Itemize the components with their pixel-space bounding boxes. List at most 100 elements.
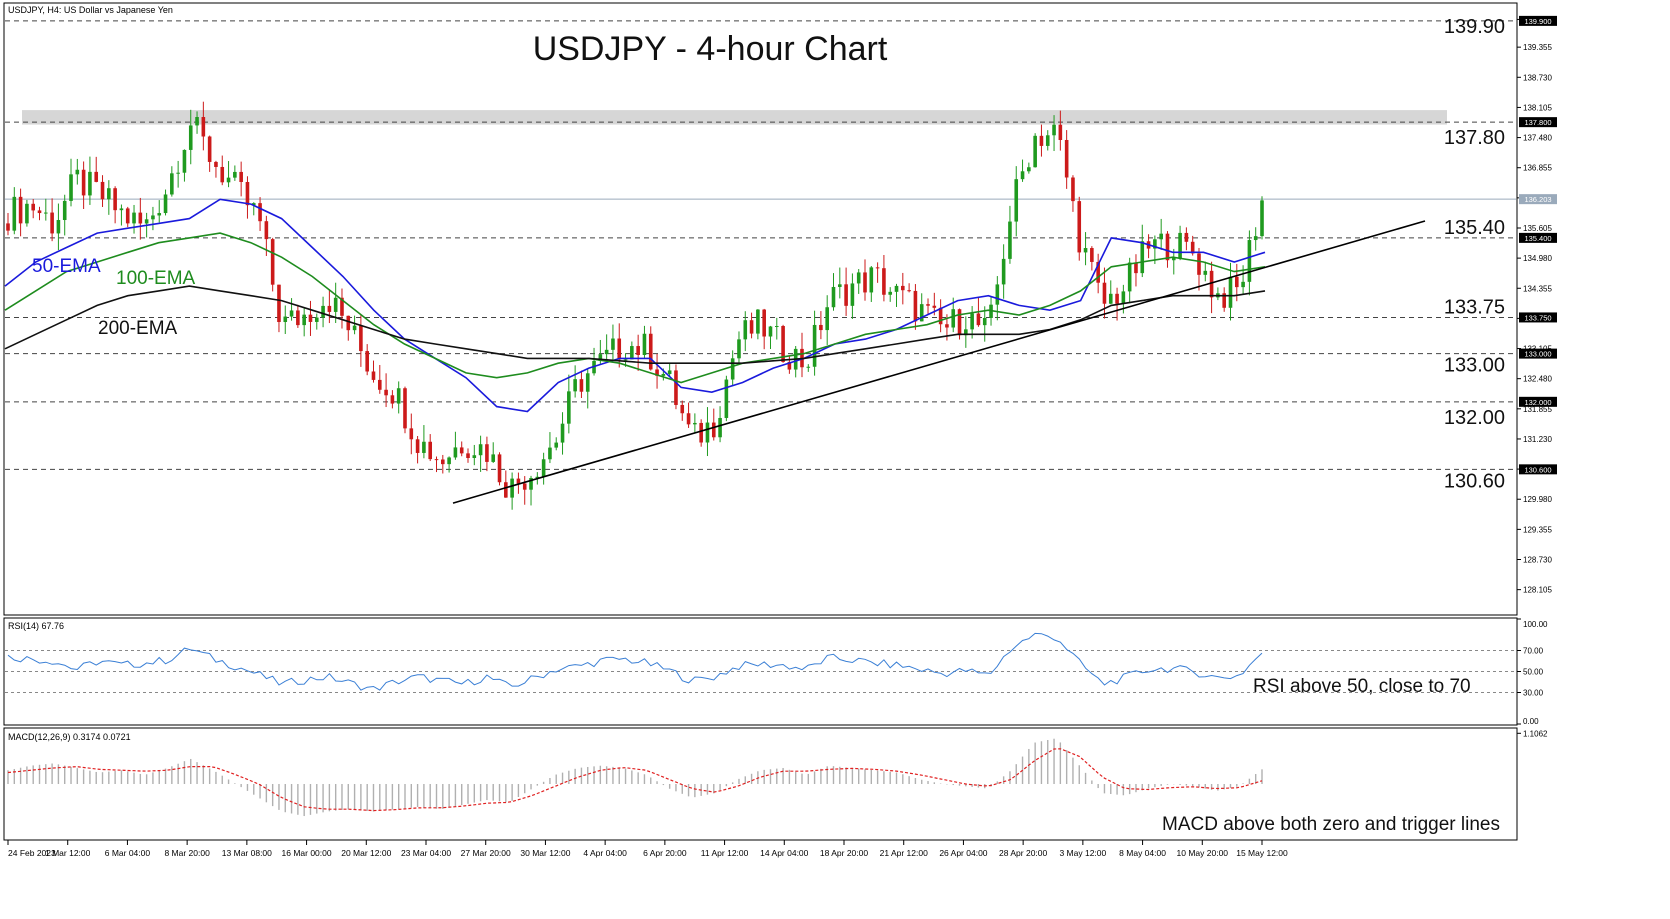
ema-line-0 <box>4 198 1266 413</box>
price-tick-label: 134.980 <box>1523 254 1552 263</box>
candle-body <box>636 346 640 355</box>
macd-panel-frame <box>3 727 1518 841</box>
candle-body <box>756 309 760 334</box>
candle-body <box>453 447 458 458</box>
x-tick-label: 18 Apr 20:00 <box>820 848 868 858</box>
candle-body <box>107 188 111 200</box>
price-tick-label: 137.480 <box>1523 134 1552 143</box>
candle-body <box>1077 201 1082 253</box>
candle-body <box>1184 232 1189 242</box>
x-tick-label: 24 Feb 2023 <box>8 848 56 858</box>
x-tick-label: 1 Mar 12:00 <box>45 848 91 858</box>
candle-body <box>258 203 262 222</box>
rsi-label: RSI(14) 67.76 <box>8 621 64 631</box>
candle-body <box>270 239 275 285</box>
level-tag-box <box>1519 348 1557 359</box>
candle-body <box>1190 241 1195 254</box>
candle-body <box>88 171 92 196</box>
x-tick-label: 27 Mar 20:00 <box>461 848 511 858</box>
candle-body <box>1020 171 1025 180</box>
candle-body <box>875 267 880 269</box>
macd-annotation: MACD above both zero and trigger lines <box>1162 814 1500 835</box>
candle-body <box>630 346 634 360</box>
candle-body <box>774 326 779 328</box>
price-tick-label: 129.355 <box>1523 525 1552 534</box>
candle-body <box>901 285 905 291</box>
candle-body <box>724 379 729 418</box>
candle-body <box>819 324 823 331</box>
candle-body <box>1134 262 1138 274</box>
price-tick-label: 134.355 <box>1523 284 1552 293</box>
x-tick-label: 30 Mar 12:00 <box>520 848 570 858</box>
level-tag-box <box>1519 15 1557 26</box>
x-tick-label: 6 Mar 04:00 <box>105 848 151 858</box>
candle-body <box>182 149 187 173</box>
price-tick-label: 131.855 <box>1523 405 1552 414</box>
candle-body <box>472 455 477 459</box>
price-tick-label: 138.105 <box>1523 103 1552 112</box>
candle-body <box>837 284 842 287</box>
price-tick-label: 131.230 <box>1523 435 1552 444</box>
candle-body <box>340 297 344 316</box>
candle-body <box>1165 233 1170 261</box>
candle-body <box>1108 293 1113 304</box>
candle-body <box>1203 270 1208 275</box>
candle-body <box>560 423 565 443</box>
candle-body <box>844 284 848 306</box>
candle-body <box>831 286 836 308</box>
candle-body <box>144 219 149 224</box>
candle-body <box>264 221 269 240</box>
candle-body <box>251 203 256 206</box>
x-tick-label: 8 May 04:00 <box>1119 848 1166 858</box>
candle-body <box>743 320 748 340</box>
candle-body <box>1140 241 1145 274</box>
candle-body <box>233 171 237 178</box>
candle-body <box>62 200 67 221</box>
candle-body <box>428 441 433 460</box>
candle-body <box>1039 135 1044 146</box>
candle-body <box>1228 276 1233 308</box>
candle-body <box>119 208 124 211</box>
candle-body <box>693 422 697 425</box>
level-tag: 133.750 <box>1524 313 1551 322</box>
candle-body <box>856 272 861 284</box>
level-label: 132.00 <box>1444 407 1505 429</box>
macd-label: MACD(12,26,9) 0.3174 0.0721 <box>8 732 131 742</box>
candle-body <box>762 309 766 337</box>
candle-body <box>529 478 533 490</box>
candle-body <box>314 317 319 322</box>
candle-body <box>1153 239 1157 249</box>
candle-body <box>1033 135 1037 168</box>
candle-body <box>81 169 86 196</box>
candle-body <box>522 483 527 490</box>
candle-body <box>31 203 36 211</box>
candle-body <box>321 305 325 318</box>
candle-body <box>642 333 647 355</box>
candle-body <box>1008 221 1012 259</box>
price-tick-label: 139.355 <box>1523 43 1552 52</box>
rsi-tick-label: 30.00 <box>1523 689 1544 698</box>
candle-body <box>1234 276 1239 288</box>
level-label: 137.80 <box>1444 127 1505 149</box>
candle-body <box>611 338 615 350</box>
candle-body <box>18 196 23 224</box>
candle-body <box>157 213 162 216</box>
x-tick-label: 26 Apr 04:00 <box>939 848 987 858</box>
x-tick-label: 3 May 12:00 <box>1059 848 1106 858</box>
level-tag: 130.600 <box>1524 465 1551 474</box>
candle-body <box>705 422 710 443</box>
candle-body <box>1027 167 1031 172</box>
level-tag-box <box>1519 396 1557 407</box>
candle-body <box>6 223 10 231</box>
candle-body <box>163 194 168 214</box>
candle-body <box>485 444 489 462</box>
candle-body <box>1159 233 1163 240</box>
candle-body <box>1209 270 1214 298</box>
symbol-label: USDJPY, H4: US Dollar vs Japanese Yen <box>8 5 173 15</box>
resistance-zone <box>22 110 1447 125</box>
candle-body <box>579 379 584 392</box>
rsi-tick-label: 0.00 <box>1523 717 1539 726</box>
candle-body <box>371 371 376 380</box>
candle-body <box>894 285 899 292</box>
